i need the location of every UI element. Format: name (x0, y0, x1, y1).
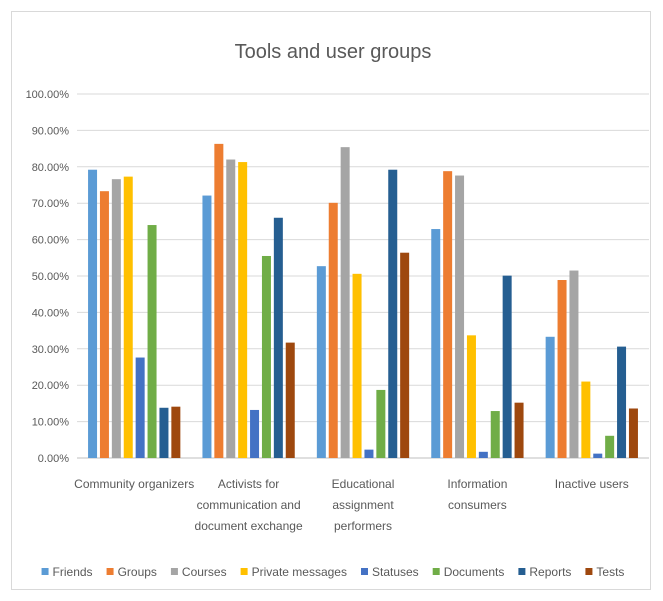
bar-groups (99, 191, 109, 459)
legend-swatch (432, 568, 440, 575)
legend-swatch (518, 568, 526, 575)
bar-documents (490, 411, 500, 458)
y-tick-label: 80.00% (32, 162, 70, 174)
bar-friends (202, 195, 212, 458)
legend-swatch (170, 568, 178, 575)
category-label: Inactive users (555, 477, 629, 491)
bar-friends (545, 336, 555, 458)
bar-courses (455, 175, 465, 458)
bar-documents (147, 225, 157, 458)
legend-label: Documents (444, 565, 505, 579)
bar-groups (557, 280, 567, 458)
category-label: Educational (332, 477, 395, 491)
category-label: Activists for (218, 477, 279, 491)
legend: Friends Groups Courses Private messages Stat… (41, 565, 624, 579)
y-tick-label: 20.00% (32, 380, 70, 392)
bar-private-messages (466, 335, 476, 458)
y-tick-label: 0.00% (38, 453, 69, 465)
bar-private-messages (581, 381, 591, 458)
legend-label: Tests (596, 565, 624, 579)
category-label: communication and (197, 498, 301, 512)
bars (88, 143, 638, 459)
legend-swatch (240, 568, 248, 575)
bar-tests (514, 402, 524, 458)
category-label: Information (447, 477, 507, 491)
y-axis-ticks: 0.00% 10.00% 20.00% 30.00% 40.00% 50.00% 60.00… (26, 89, 70, 465)
y-tick-label: 10.00% (32, 417, 70, 429)
bar-statuses (478, 451, 488, 458)
bar-tests (628, 408, 638, 458)
bar-statuses (364, 449, 374, 458)
category-label: assignment (332, 498, 394, 512)
legend-swatch (41, 568, 49, 575)
bar-statuses (135, 357, 145, 458)
category-label: consumers (448, 498, 507, 512)
bar-reports (273, 217, 283, 458)
bar-groups (443, 171, 453, 458)
bar-courses (340, 147, 350, 459)
bar-reports (388, 169, 398, 458)
bar-documents (376, 389, 386, 458)
category-label: document exchange (195, 519, 303, 533)
bar-private-messages (238, 162, 248, 458)
category-label: Community organizers (74, 477, 194, 491)
y-tick-label: 50.00% (32, 271, 70, 283)
bar-tests (400, 252, 410, 458)
bar-private-messages (352, 273, 362, 458)
bar-courses (111, 179, 121, 458)
legend-label: Groups (118, 565, 157, 579)
y-tick-label: 90.00% (32, 125, 70, 137)
bar-chart: Tools and user groups 0.00% 10.00% 20.00% 3… (26, 41, 649, 579)
legend-swatch (106, 568, 114, 575)
bar-groups (328, 202, 338, 458)
chart-frame: Tools and user groups 0.00% 10.00% 20.00% 3… (11, 11, 651, 590)
bar-reports (159, 407, 169, 458)
bar-reports (502, 275, 512, 458)
bar-documents (605, 435, 615, 458)
bar-statuses (593, 453, 603, 458)
legend-swatch (360, 568, 368, 575)
legend-label: Statuses (372, 565, 419, 579)
y-tick-label: 70.00% (32, 198, 70, 210)
bar-groups (214, 143, 224, 459)
bar-courses (569, 270, 579, 458)
category-label: performers (334, 519, 392, 533)
legend-label: Courses (182, 565, 227, 579)
bar-friends (316, 266, 326, 458)
legend-label: Private messages (252, 565, 347, 579)
bar-statuses (250, 409, 260, 458)
y-tick-label: 100.00% (26, 89, 70, 101)
legend-label: Reports (529, 565, 571, 579)
bar-friends (431, 229, 441, 458)
bar-reports (617, 346, 627, 458)
bar-documents (261, 255, 271, 458)
category-labels: Community organizers Activists for communi… (74, 477, 629, 533)
y-tick-label: 60.00% (32, 235, 70, 247)
bar-tests (171, 406, 181, 458)
bar-friends (88, 169, 98, 458)
y-tick-label: 40.00% (32, 307, 70, 319)
bar-courses (226, 159, 236, 458)
y-tick-label: 30.00% (32, 344, 70, 356)
legend-swatch (585, 568, 593, 575)
bar-tests (285, 342, 295, 458)
bar-private-messages (123, 176, 133, 459)
chart-title: Tools and user groups (235, 41, 432, 63)
legend-label: Friends (53, 565, 93, 579)
